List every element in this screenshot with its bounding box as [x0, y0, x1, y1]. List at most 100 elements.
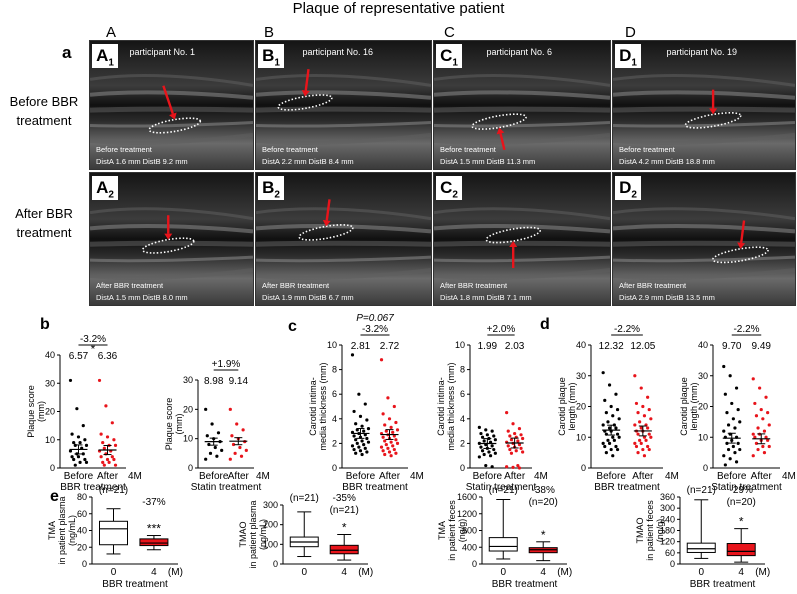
chart-d1: 0 10 20 30 40 Before After 4M BBR treatment 12.32…	[576, 324, 679, 493]
plaque-outline	[711, 246, 769, 264]
n-label: (n=21)	[489, 485, 518, 496]
data-point	[612, 438, 616, 442]
x-tick-label: 4	[540, 567, 546, 578]
data-point	[488, 454, 493, 458]
y-tick-label: 20	[576, 402, 586, 412]
mean-value-label: 9.49	[752, 341, 772, 352]
y-tick-label: 20	[45, 407, 55, 417]
mean-value-label: 2.03	[505, 341, 525, 352]
y-tick-label: 0	[472, 559, 477, 569]
data-point	[110, 455, 114, 459]
data-point	[479, 431, 483, 436]
group-label: Statin treatment	[191, 482, 262, 493]
data-point	[509, 451, 514, 455]
red-arrow	[499, 133, 506, 151]
data-point	[758, 386, 762, 390]
y-axis-label: Carotid plaque length (mm)	[679, 377, 699, 436]
row-label-after: After BBR treatment	[0, 204, 88, 242]
y-tick-label: 20	[77, 542, 87, 552]
data-point	[736, 441, 740, 445]
data-point	[761, 417, 765, 421]
y-tick-label: 10	[183, 434, 193, 444]
x-axis-unit: (M)	[358, 567, 373, 578]
panel-letter: C	[440, 46, 453, 65]
data-point	[490, 465, 494, 469]
data-point	[391, 444, 395, 448]
panel-subscript: 1	[631, 57, 637, 69]
y-tick-label: 8	[332, 365, 337, 375]
y-axis-label-line: (ng/g)	[457, 519, 467, 543]
mean-value-label: 12.05	[630, 341, 655, 352]
red-arrow	[304, 69, 310, 91]
data-point	[615, 432, 620, 436]
y-axis-label-line: (mm)	[36, 401, 46, 422]
data-point	[480, 435, 485, 439]
data-point	[751, 432, 755, 436]
data-point	[480, 449, 485, 453]
percent-change-label: -2.2%	[614, 324, 640, 335]
data-point	[738, 447, 742, 452]
y-tick-label: 40	[698, 340, 708, 350]
data-point	[386, 446, 390, 450]
data-point	[517, 466, 522, 470]
red-arrow-head	[737, 242, 746, 249]
y-tick-label: 0	[460, 463, 465, 473]
data-point	[383, 423, 387, 427]
data-point	[384, 429, 388, 433]
n-label: (n=20)	[529, 497, 558, 508]
data-point	[363, 446, 367, 450]
data-point	[730, 401, 734, 406]
data-point	[101, 460, 105, 464]
panel-letter: C	[440, 178, 453, 197]
percent-change-label: -2.2%	[733, 324, 759, 335]
data-point	[392, 404, 396, 409]
y-tick-label: 10	[327, 340, 337, 350]
x-tick-label: 4	[738, 567, 744, 578]
plaque-outline	[148, 117, 202, 134]
n-label: (n=21)	[330, 505, 359, 516]
data-point	[614, 444, 618, 449]
data-point	[81, 424, 85, 428]
participant-label: participant No. 19	[666, 47, 737, 57]
x-axis-suffix: 4M	[534, 471, 548, 482]
red-arrow-head	[496, 127, 505, 135]
data-point	[517, 427, 522, 431]
data-point	[110, 421, 114, 425]
y-tick-label: 4	[332, 414, 337, 424]
ultrasound-image	[256, 173, 431, 305]
y-tick-label: 60	[665, 548, 675, 558]
y-tick-label: 2	[460, 438, 465, 448]
data-point	[204, 457, 208, 461]
treatment-label: Before treatment	[440, 145, 496, 154]
data-point	[68, 378, 73, 383]
group-label: BBR treatment	[102, 579, 168, 590]
data-point	[753, 435, 757, 439]
panel-subscript: 2	[274, 189, 280, 201]
y-tick-label: 0	[82, 559, 87, 569]
x-tick-label: Before	[346, 471, 376, 482]
data-point	[228, 407, 232, 411]
y-axis-label-line: Carotid plaque	[679, 377, 689, 436]
x-tick-label: Before	[596, 471, 626, 482]
data-point	[641, 404, 645, 409]
data-point	[394, 438, 398, 442]
mean-value-label: 1.99	[478, 341, 498, 352]
data-point	[389, 440, 393, 444]
y-axis-label-line: in patient feces	[645, 500, 655, 561]
data-point	[607, 383, 612, 387]
n-label: (n=21)	[687, 485, 716, 496]
panel-label: A2	[92, 176, 118, 200]
y-tick-label: 0	[703, 463, 708, 473]
n-label: (n=21)	[99, 485, 128, 496]
data-point	[487, 450, 491, 454]
data-point	[604, 411, 608, 415]
y-tick-label: 1600	[457, 492, 477, 502]
y-tick-label: 120	[660, 537, 675, 547]
red-arrow-head	[164, 233, 173, 240]
data-point	[379, 445, 384, 449]
y-axis-label-line: Plaque score	[164, 398, 174, 451]
y-tick-label: 40	[45, 350, 55, 360]
panel-subscript: 1	[452, 57, 458, 69]
treatment-label: Before treatment	[619, 145, 675, 154]
